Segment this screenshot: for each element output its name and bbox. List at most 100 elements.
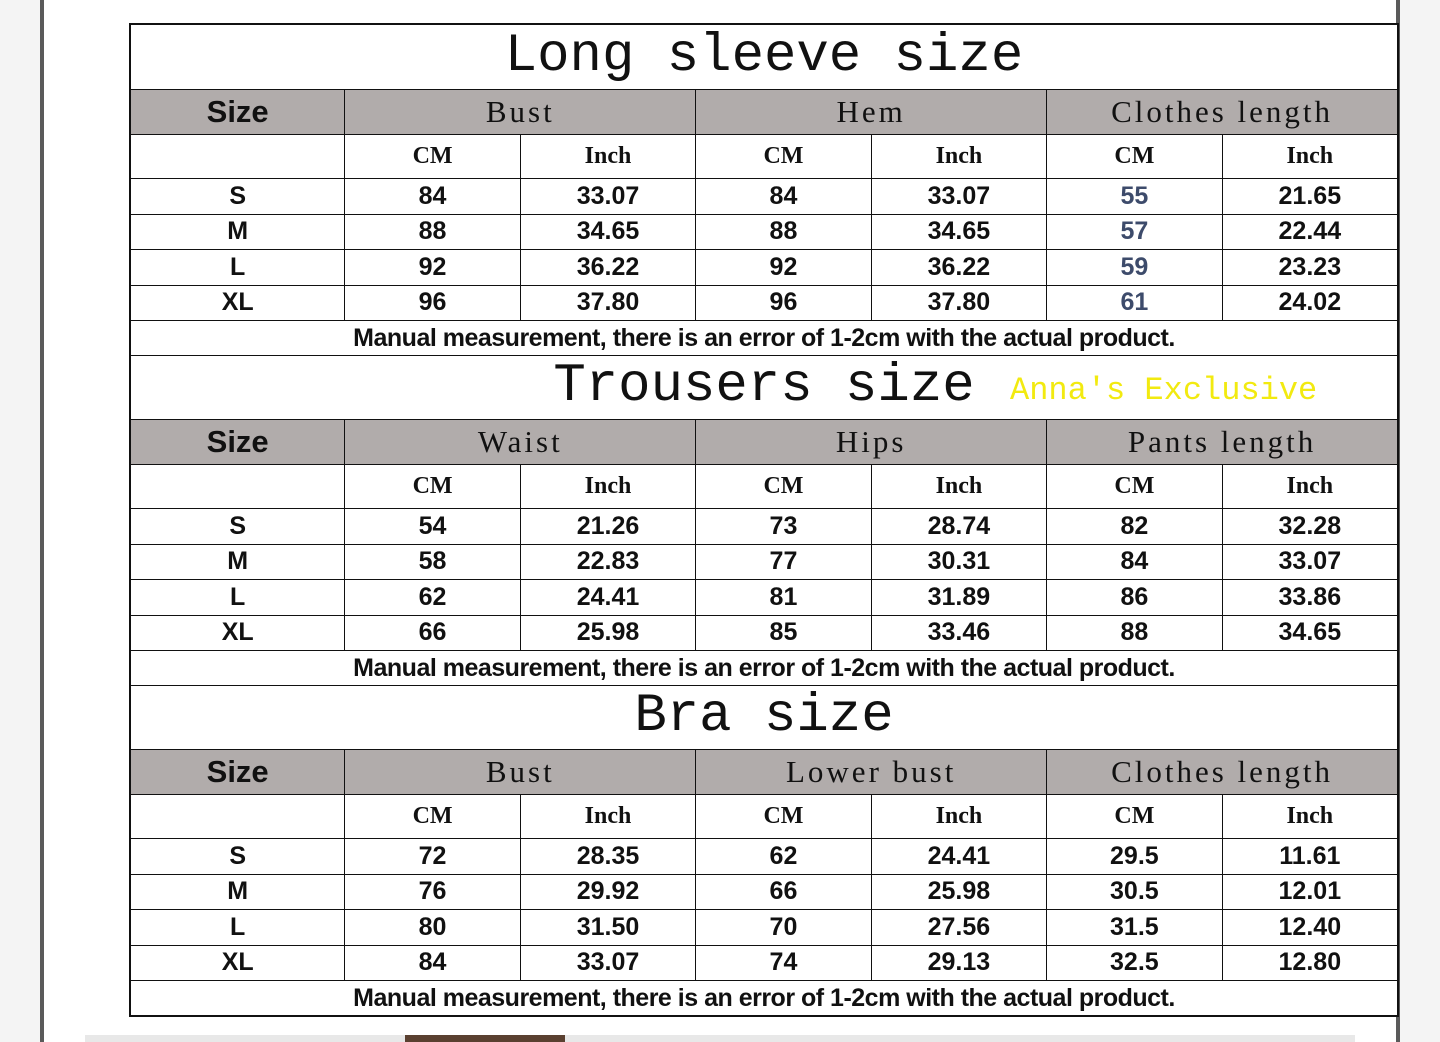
size-header: Size: [206, 94, 269, 129]
unit-blank: [131, 135, 344, 178]
value-cell: 88: [344, 214, 519, 249]
value-cell: 24.41: [870, 839, 1046, 874]
value-cell: 57: [1046, 214, 1221, 249]
unit-header: CM: [344, 135, 519, 178]
value-cell: 21.26: [519, 509, 695, 544]
unit-header: Inch: [1221, 135, 1397, 178]
value-cell: 58: [344, 544, 519, 579]
value-cell: 31.89: [870, 580, 1046, 615]
unit-header: Inch: [519, 135, 695, 178]
table-row: L 62 24.41 81 31.89 86 33.86: [131, 579, 1397, 615]
unit-header: CM: [344, 465, 519, 508]
size-cell: XL: [221, 948, 254, 977]
value-cell: 21.65: [1221, 179, 1397, 214]
unit-header: Inch: [870, 795, 1046, 838]
size-cell: L: [230, 912, 246, 941]
photo-subject: [405, 1035, 565, 1042]
value-cell: 82: [1046, 509, 1221, 544]
value-cell: 27.56: [870, 910, 1046, 945]
value-cell: 33.46: [870, 615, 1046, 650]
group-header: Bust: [344, 750, 695, 794]
table-row: XL 96 37.80 96 37.80 61 24.02: [131, 284, 1397, 320]
value-cell: 11.61: [1221, 839, 1397, 874]
group-header: Hips: [695, 420, 1046, 464]
page: Long sleeve size Size Bust Hem Clothes lengt…: [40, 0, 1400, 1042]
value-cell: 23.23: [1221, 250, 1397, 285]
size-cell: L: [230, 252, 246, 281]
value-cell: 28.74: [870, 509, 1046, 544]
value-cell: 84: [695, 179, 870, 214]
value-cell: 30.31: [870, 544, 1046, 579]
unit-header: Inch: [1221, 795, 1397, 838]
value-cell: 66: [695, 874, 870, 909]
size-cell: M: [227, 217, 249, 246]
value-cell: 70: [695, 910, 870, 945]
value-cell: 88: [695, 214, 870, 249]
section-title: Long sleeve size: [504, 26, 1024, 87]
unit-header: Inch: [870, 135, 1046, 178]
value-cell: 36.22: [870, 250, 1046, 285]
value-cell: 34.65: [1221, 615, 1397, 650]
value-cell: 92: [344, 250, 519, 285]
value-cell: 84: [344, 179, 519, 214]
table-row: M 88 34.65 88 34.65 57 22.44: [131, 213, 1397, 249]
size-cell: S: [229, 181, 246, 210]
unit-header: Inch: [519, 465, 695, 508]
measurement-note: Manual measurement, there is an error of…: [131, 650, 1397, 685]
unit-row: CM Inch CM Inch CM Inch: [131, 794, 1397, 838]
value-cell: 61: [1046, 285, 1221, 320]
value-cell: 25.98: [519, 615, 695, 650]
value-cell: 28.35: [519, 839, 695, 874]
value-cell: 31.5: [1046, 910, 1221, 945]
value-cell: 29.5: [1046, 839, 1221, 874]
unit-blank: [131, 795, 344, 838]
value-cell: 32.5: [1046, 945, 1221, 980]
size-cell: S: [229, 511, 246, 540]
measurement-note: Manual measurement, there is an error of…: [131, 320, 1397, 355]
size-cell: S: [229, 841, 246, 870]
unit-header: Inch: [1221, 465, 1397, 508]
header-row: Size Waist Hips Pants length: [131, 419, 1397, 464]
value-cell: 33.86: [1221, 580, 1397, 615]
section-title: Bra size: [131, 685, 1397, 749]
value-cell: 33.07: [870, 179, 1046, 214]
size-cell: XL: [221, 618, 254, 647]
value-cell: 84: [344, 945, 519, 980]
value-cell: 86: [1046, 580, 1221, 615]
unit-header: CM: [344, 795, 519, 838]
table-row: XL 84 33.07 74 29.13 32.5 12.80: [131, 944, 1397, 980]
table-row: L 92 36.22 92 36.22 59 23.23: [131, 249, 1397, 285]
value-cell: 34.65: [519, 214, 695, 249]
table-row: S 54 21.26 73 28.74 82 32.28: [131, 508, 1397, 544]
size-cell: XL: [221, 288, 254, 317]
unit-header: Inch: [519, 795, 695, 838]
size-chart: Long sleeve size Size Bust Hem Clothes lengt…: [129, 23, 1399, 1017]
value-cell: 80: [344, 910, 519, 945]
value-cell: 59: [1046, 250, 1221, 285]
unit-blank: [131, 465, 344, 508]
group-header: Clothes length: [1046, 750, 1397, 794]
unit-header: CM: [1046, 465, 1221, 508]
value-cell: 81: [695, 580, 870, 615]
value-cell: 85: [695, 615, 870, 650]
group-header: Lower bust: [695, 750, 1046, 794]
value-cell: 22.44: [1221, 214, 1397, 249]
value-cell: 31.50: [519, 910, 695, 945]
product-photo: [85, 1035, 1355, 1042]
value-cell: 55: [1046, 179, 1221, 214]
value-cell: 30.5: [1046, 874, 1221, 909]
value-cell: 33.07: [519, 945, 695, 980]
table-row: S 84 33.07 84 33.07 55 21.65: [131, 178, 1397, 214]
size-cell: L: [230, 582, 246, 611]
value-cell: 62: [695, 839, 870, 874]
value-cell: 24.02: [1221, 285, 1397, 320]
value-cell: 96: [344, 285, 519, 320]
unit-header: CM: [1046, 795, 1221, 838]
header-row: Size Bust Lower bust Clothes length: [131, 749, 1397, 794]
value-cell: 92: [695, 250, 870, 285]
group-header: Bust: [344, 90, 695, 134]
table-row: S 72 28.35 62 24.41 29.5 11.61: [131, 838, 1397, 874]
value-cell: 77: [695, 544, 870, 579]
unit-row: CM Inch CM Inch CM Inch: [131, 134, 1397, 178]
value-cell: 72: [344, 839, 519, 874]
